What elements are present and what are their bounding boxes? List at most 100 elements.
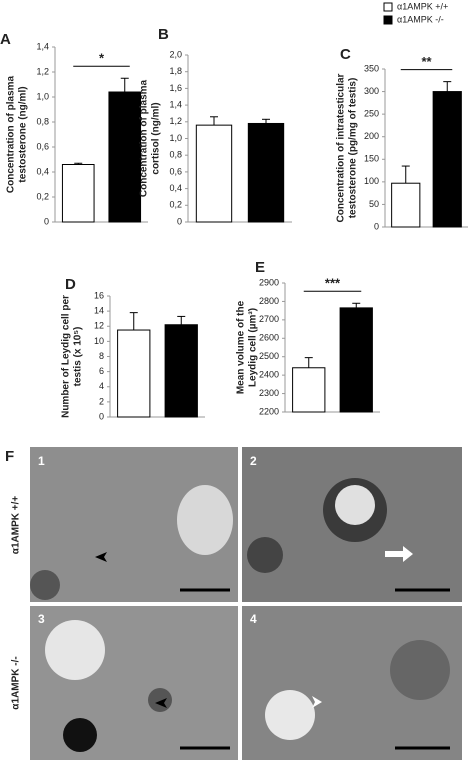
legend: α1AMPK +/+ α1AMPK -/- xyxy=(383,1,448,25)
panel-label: C xyxy=(340,46,351,63)
y-axis-label: testis (x 10⁵) xyxy=(73,327,84,387)
panel-label: A xyxy=(0,31,11,48)
y-axis-label: testosterone (ng/ml) xyxy=(18,86,29,182)
significance: * xyxy=(99,51,105,66)
panel-number: 1 xyxy=(38,454,45,468)
chart: C Concentration of intratesticular testost… xyxy=(336,46,468,231)
bar xyxy=(292,367,326,413)
y-tick-label: 50 xyxy=(369,199,379,209)
y-axis-label: Concentration of plasma xyxy=(139,79,150,197)
y-tick-label: 200 xyxy=(364,131,379,141)
chart: E Mean volume of the Leydig cell (µm³) 2200… xyxy=(236,259,380,416)
y-axis-label: cortisol (ng/ml) xyxy=(151,102,162,174)
bar xyxy=(247,122,285,223)
bar xyxy=(339,307,373,413)
y-tick-label: 0 xyxy=(374,221,379,231)
panel-number: 4 xyxy=(250,612,257,626)
y-tick-label: 2 xyxy=(99,396,104,406)
y-tick-label: 0,6 xyxy=(169,166,182,176)
bar xyxy=(432,91,462,228)
row-label: α1AMPK -/- xyxy=(11,656,22,709)
y-tick-label: 250 xyxy=(364,109,379,119)
chart: B Concentration of plasma cortisol (ng/ml)… xyxy=(139,26,292,226)
y-tick-label: 1,2 xyxy=(36,66,49,76)
y-tick-label: 2700 xyxy=(259,314,279,324)
significance: *** xyxy=(325,276,341,291)
vesicle xyxy=(390,640,450,700)
vesicle xyxy=(45,620,105,680)
y-tick-label: 0,2 xyxy=(36,191,49,201)
y-tick-label: 8 xyxy=(99,351,104,361)
panel-number: 3 xyxy=(38,612,45,626)
y-tick-label: 1,2 xyxy=(169,116,182,126)
bar xyxy=(108,91,142,223)
y-tick-label: 0,4 xyxy=(36,166,49,176)
y-tick-label: 1,4 xyxy=(36,41,49,51)
panel-label: F xyxy=(5,448,14,465)
y-tick-label: 2300 xyxy=(259,388,279,398)
legend-label: α1AMPK +/+ xyxy=(397,1,448,11)
y-tick-label: 2400 xyxy=(259,370,279,380)
y-axis-label: Number of Leydig cell per xyxy=(61,295,72,418)
vesicle xyxy=(265,690,315,740)
y-tick-label: 6 xyxy=(99,366,104,376)
legend-label: α1AMPK -/- xyxy=(397,14,444,24)
bar xyxy=(117,329,151,418)
y-tick-label: 0,8 xyxy=(36,116,49,126)
y-tick-label: 150 xyxy=(364,154,379,164)
bar xyxy=(61,164,95,223)
panel-label: B xyxy=(158,26,169,43)
vesicle xyxy=(148,688,172,712)
y-tick-label: 0,4 xyxy=(169,183,182,193)
y-tick-label: 1,8 xyxy=(169,66,182,76)
panel-number: 2 xyxy=(250,454,257,468)
vesicle xyxy=(30,570,60,600)
y-tick-label: 0 xyxy=(99,411,104,421)
vesicle xyxy=(335,485,375,525)
y-axis-label: testosterone (pg/mg of testis) xyxy=(348,78,359,219)
y-tick-label: 0 xyxy=(44,216,49,226)
y-axis-label: Concentration of plasma xyxy=(6,75,17,193)
y-tick-label: 10 xyxy=(94,336,104,346)
y-tick-label: 0,2 xyxy=(169,200,182,210)
y-tick-label: 12 xyxy=(94,321,104,331)
y-tick-label: 1,4 xyxy=(169,99,182,109)
arrow xyxy=(385,546,413,562)
row-label: α1AMPK +/+ xyxy=(11,496,22,555)
y-tick-label: 0,6 xyxy=(36,141,49,151)
vesicle xyxy=(177,485,233,555)
y-tick-label: 100 xyxy=(364,176,379,186)
bar xyxy=(195,124,233,223)
y-tick-label: 2,0 xyxy=(169,49,182,59)
significance: ** xyxy=(421,54,432,69)
y-tick-label: 14 xyxy=(94,306,104,316)
y-tick-label: 2500 xyxy=(259,351,279,361)
legend-swatch xyxy=(383,15,393,25)
bar xyxy=(391,182,421,228)
legend-swatch xyxy=(383,2,393,12)
chart: D Number of Leydig cell per testis (x 10⁵)… xyxy=(61,276,205,421)
y-tick-label: 300 xyxy=(364,86,379,96)
y-tick-label: 2200 xyxy=(259,406,279,416)
y-tick-label: 1,6 xyxy=(169,83,182,93)
arrow xyxy=(312,696,322,708)
y-tick-label: 0 xyxy=(177,216,182,226)
y-axis-label: Concentration of intratesticular xyxy=(336,73,347,222)
panel-label: D xyxy=(65,276,76,293)
y-axis-label: Leydig cell (µm³) xyxy=(248,308,259,387)
arrow xyxy=(95,552,107,562)
y-tick-label: 2800 xyxy=(259,296,279,306)
vesicle xyxy=(247,537,283,573)
y-tick-label: 16 xyxy=(94,290,104,300)
y-tick-label: 2900 xyxy=(259,277,279,287)
y-tick-label: 1,0 xyxy=(169,133,182,143)
micrographs: F 1 2 3 4 α1AMPK +/+ α1AMPK -/- xyxy=(5,447,462,760)
y-tick-label: 350 xyxy=(364,63,379,73)
vesicle xyxy=(63,718,97,752)
bar xyxy=(164,324,198,418)
arrow xyxy=(155,698,167,708)
y-tick-label: 0,8 xyxy=(169,150,182,160)
y-tick-label: 4 xyxy=(99,381,104,391)
